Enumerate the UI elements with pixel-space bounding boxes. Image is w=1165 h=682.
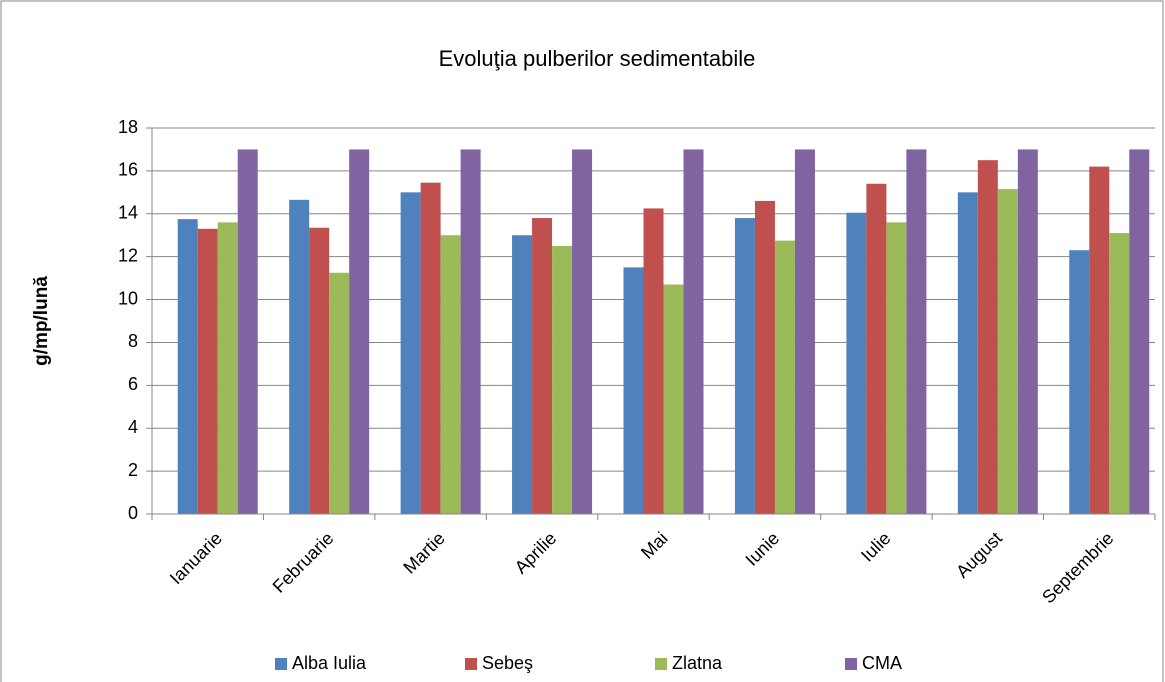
bar (1129, 149, 1150, 514)
chart-title: Evoluţia pulberilor sedimentabile (439, 46, 756, 71)
bar (532, 218, 553, 515)
y-tick-label: 2 (128, 460, 138, 480)
bar (460, 149, 481, 514)
bar (552, 245, 573, 514)
y-tick-label: 10 (118, 288, 138, 308)
legend-swatch (655, 658, 667, 670)
y-tick-label: 0 (128, 503, 138, 523)
bar (177, 219, 198, 514)
bar (420, 182, 441, 514)
bar (906, 149, 927, 514)
legend-swatch (275, 658, 287, 670)
y-tick-label: 14 (118, 203, 138, 223)
bar (754, 200, 775, 514)
legend-label: CMA (862, 653, 902, 673)
bar (866, 183, 887, 514)
bar (1089, 166, 1110, 514)
bar (512, 235, 533, 514)
bar (309, 227, 330, 514)
bar (663, 284, 684, 514)
bar (643, 208, 664, 514)
bar (623, 267, 644, 514)
bar (774, 240, 795, 515)
bar (1069, 250, 1090, 514)
bar (846, 212, 867, 514)
y-tick-label: 6 (128, 374, 138, 394)
bar (237, 149, 258, 514)
bar (886, 222, 907, 514)
y-axis-label: g/mp/lună (31, 276, 52, 366)
bar (197, 228, 218, 515)
bar (997, 189, 1018, 514)
legend-label: Zlatna (672, 653, 723, 673)
legend-label: Sebeş (482, 653, 533, 673)
bar (1017, 149, 1038, 514)
y-tick-label: 16 (118, 160, 138, 180)
y-tick-label: 12 (118, 245, 138, 265)
bar (329, 272, 350, 514)
bar (957, 192, 978, 515)
y-tick-label: 8 (128, 331, 138, 351)
bar (400, 192, 421, 515)
legend-swatch (465, 658, 477, 670)
bar (217, 222, 238, 514)
legend-swatch (845, 658, 857, 670)
y-tick-label: 18 (118, 117, 138, 137)
bar (572, 149, 593, 514)
y-tick-label: 4 (128, 417, 138, 437)
legend-label: Alba Iulia (292, 653, 367, 673)
bar (1109, 233, 1130, 515)
bar (734, 218, 755, 515)
bar (794, 149, 815, 514)
bar (683, 149, 704, 514)
bar (977, 160, 998, 514)
bar (289, 199, 310, 515)
bar (349, 149, 370, 514)
bar (440, 235, 461, 514)
